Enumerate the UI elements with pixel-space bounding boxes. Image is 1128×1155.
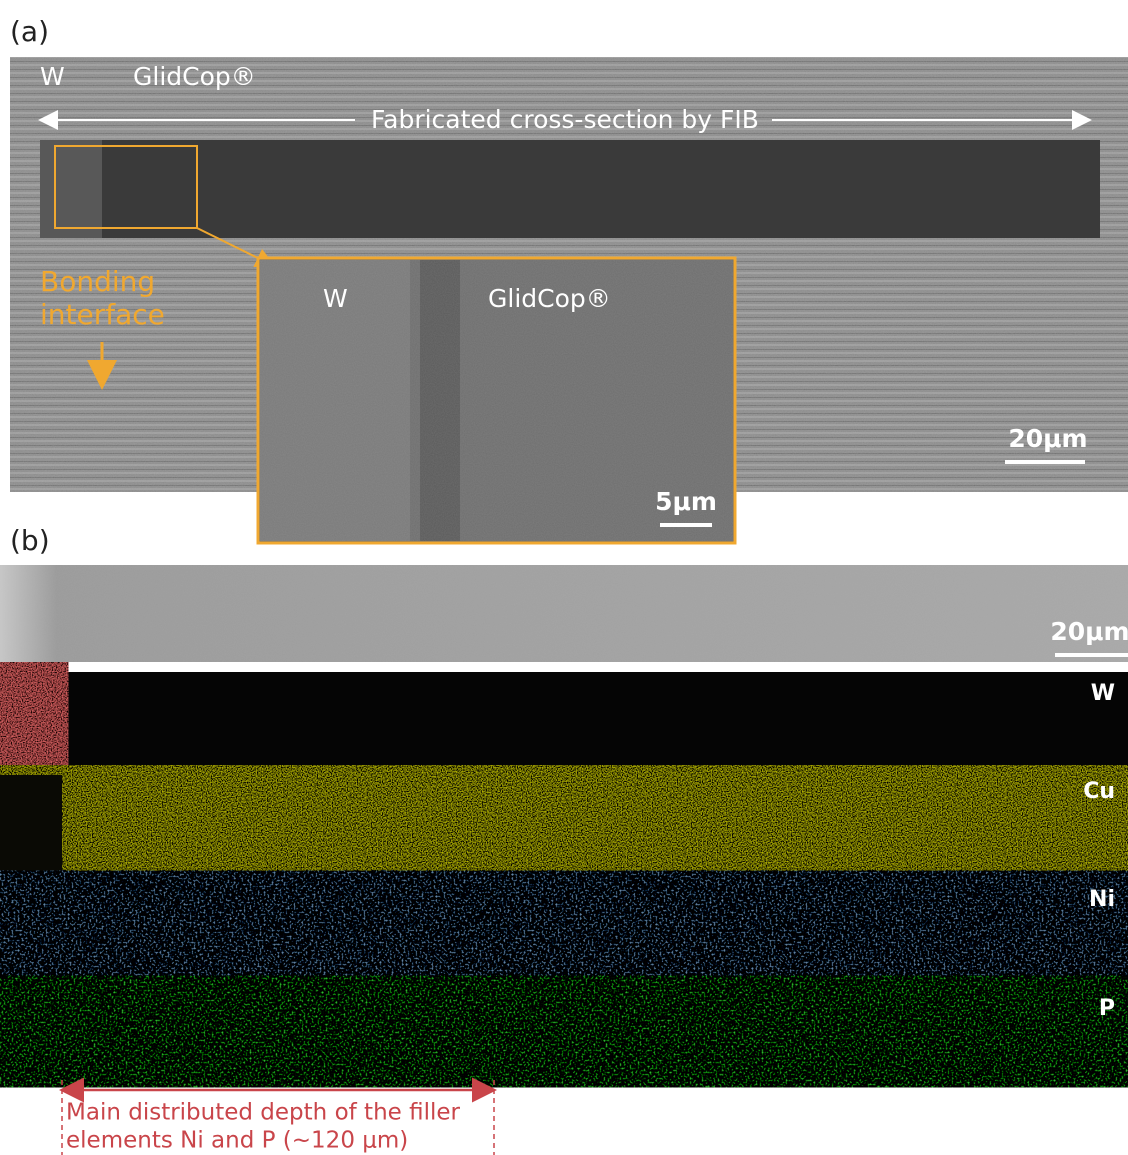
map-label: P: [1099, 996, 1115, 1021]
panel-label: (a): [10, 15, 49, 48]
bonding-label: interface: [40, 298, 165, 331]
map-label: W: [1091, 681, 1115, 706]
material-label: GlidCop®: [133, 62, 256, 91]
material-label: W: [323, 284, 348, 313]
eds-map-ni: [0, 880, 1128, 975]
eds-map-cu: [0, 775, 1128, 872]
map-label: Cu: [1083, 779, 1115, 804]
scale-label: 20μm: [1008, 424, 1087, 453]
annotation: Main distributed depth of the filler: [66, 1100, 461, 1126]
figure: (a) W GlidCop® Fabricated cross-section …: [0, 0, 1128, 1155]
map-label: Ni: [1089, 887, 1115, 912]
scale-label: 20μm: [1050, 617, 1128, 646]
panel-label: (b): [10, 524, 50, 557]
bonding-label: Bonding: [40, 265, 155, 298]
eds-map-p: [0, 985, 1128, 1078]
scale-label: 5μm: [655, 487, 717, 516]
sem-image-b: [0, 565, 1128, 662]
page: {"panel_a": {"label": "(a)", "materials"…: [0, 0, 1128, 1155]
annotation: elements Ni and P (~120 μm): [66, 1128, 408, 1154]
eds-map-w: [0, 672, 1128, 768]
fib-label: Fabricated cross-section by FIB: [371, 105, 759, 134]
material-label: W: [40, 62, 65, 91]
material-label: GlidCop®: [488, 284, 611, 313]
